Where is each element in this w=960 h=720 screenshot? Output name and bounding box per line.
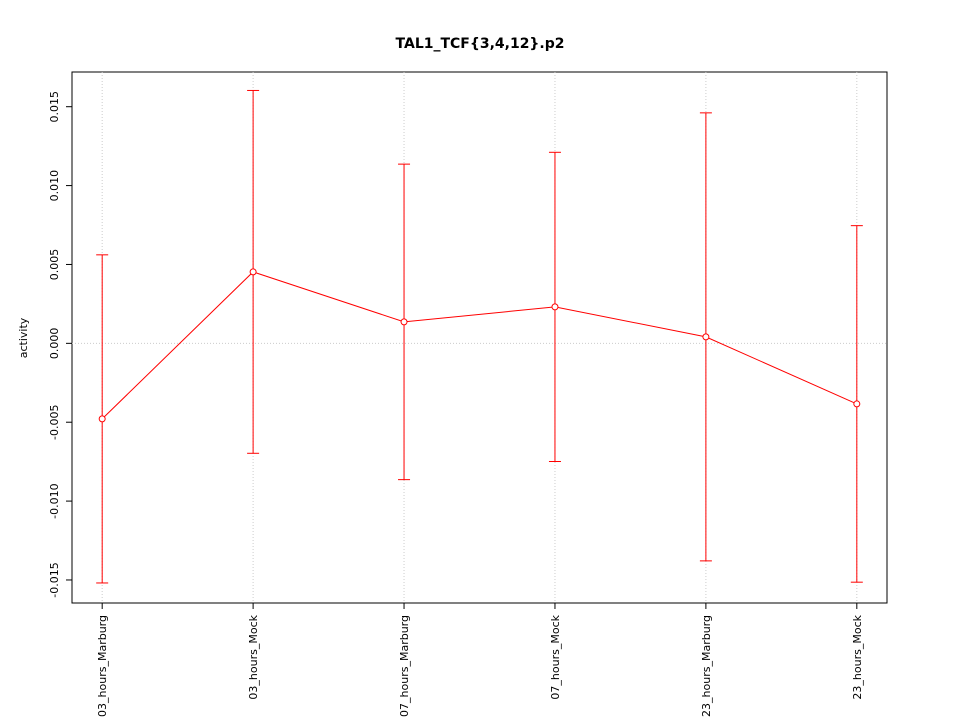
line bbox=[101, 271, 858, 420]
x-tick-label: 07_hours_Marburg bbox=[398, 615, 411, 717]
y-tick-label: -0.010 bbox=[48, 483, 61, 518]
x-tick-label: 03_hours_Marburg bbox=[96, 615, 109, 717]
x-tick-label: 23_hours_Mock bbox=[851, 614, 864, 699]
y-axis-label: activity bbox=[17, 317, 30, 358]
chart-title: TAL1_TCF{3,4,12}.p2 bbox=[396, 36, 565, 52]
x-tick-label: 07_hours_Mock bbox=[549, 614, 562, 699]
point bbox=[551, 303, 559, 311]
plot-frame bbox=[71, 71, 888, 604]
point bbox=[702, 333, 710, 341]
x-tick-label: 03_hours_Mock bbox=[247, 614, 260, 699]
point bbox=[98, 415, 106, 423]
y-tick-label: 0.000 bbox=[48, 328, 61, 360]
x-tick-label: 23_hours_Marburg bbox=[700, 615, 713, 717]
y-tick-label: -0.015 bbox=[48, 562, 61, 597]
y-tick-label: 0.005 bbox=[48, 249, 61, 281]
point bbox=[853, 400, 861, 408]
y-tick-label: -0.005 bbox=[48, 404, 61, 439]
y-tick-label: 0.015 bbox=[48, 91, 61, 123]
point bbox=[249, 268, 257, 276]
point bbox=[400, 318, 408, 326]
y-tick-label: 0.010 bbox=[48, 170, 61, 202]
